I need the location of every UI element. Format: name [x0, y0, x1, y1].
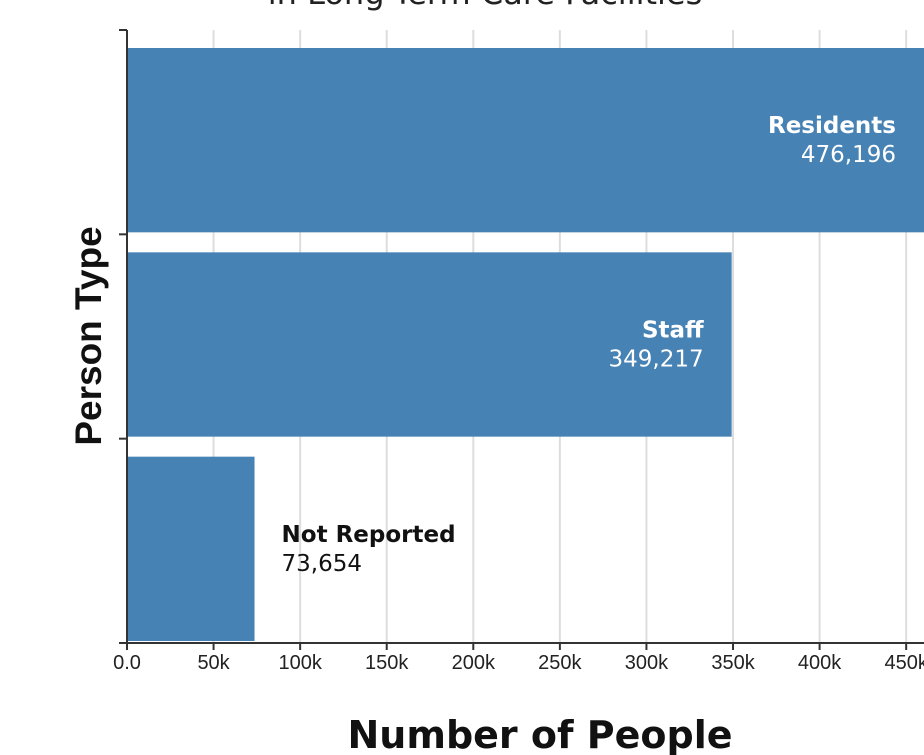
- chart-title: in Long-Term Care Facilities: [268, 0, 703, 12]
- x-tick-label: 100k: [278, 652, 322, 674]
- x-tick-label: 300k: [625, 652, 669, 674]
- bar-value-label: 349,217: [609, 347, 704, 373]
- x-tick-label: 150k: [365, 652, 409, 674]
- x-tick-label: 350k: [711, 652, 755, 674]
- x-tick-label: 200k: [452, 652, 496, 674]
- x-tick-label: 250k: [538, 652, 582, 674]
- bar-category-label: Staff: [642, 318, 704, 344]
- bar-category-label: Residents: [768, 113, 896, 139]
- bar: [127, 456, 255, 641]
- x-tick-label: 50k: [197, 652, 230, 674]
- bar-value-label: 476,196: [801, 142, 896, 168]
- bar-category-label: Not Reported: [282, 522, 456, 548]
- bar: [127, 48, 924, 233]
- x-tick-label: 450k: [884, 652, 924, 674]
- y-axis-title: Person Type: [68, 226, 109, 445]
- x-tick-label: 0.0: [113, 652, 141, 674]
- x-axis-title: Number of People: [348, 713, 733, 755]
- x-tick-label: 400k: [798, 652, 842, 674]
- bar-value-label: 73,654: [282, 551, 362, 577]
- bar: [127, 252, 732, 437]
